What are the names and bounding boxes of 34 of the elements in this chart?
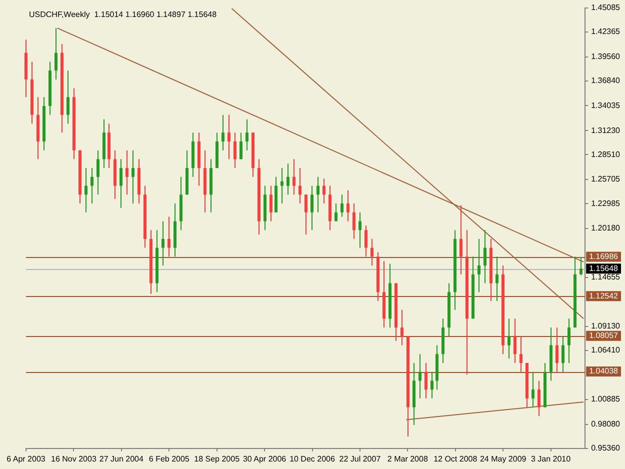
x-tick-label: 2 Mar 2008 [387,454,428,464]
x-tick-label: 22 Jul 2007 [339,454,382,464]
y-tick-label: 1.28510 [591,150,621,159]
y-tick-label: 1.20180 [591,224,621,233]
y-tick-label: 1.06410 [591,346,621,355]
y-tick-label: 1.31230 [591,126,621,135]
x-tick-label: 6 Apr 2003 [6,454,46,464]
y-tick-label: 1.22985 [591,198,621,208]
x-tick-label: 12 Oct 2008 [434,454,478,464]
y-tick-label: 1.14655 [591,272,621,282]
ref-line-label: 1.16986 [589,252,619,261]
x-tick-label: 27 Jun 2004 [99,454,144,464]
x-tick-label: 18 Sep 2005 [194,454,240,464]
ref-line-label: 1.15648 [589,264,619,273]
y-tick-label: 0.95360 [591,444,621,453]
y-tick-label: 1.36840 [591,76,621,86]
y-tick-label: 1.25705 [591,174,621,184]
ref-line-label: 1.12542 [589,291,619,300]
x-tick-label: 6 Feb 2005 [148,454,190,464]
x-tick-label: 30 Apr 2006 [242,454,287,464]
y-tick-label: 0.98080 [591,420,621,428]
chart-title: USDCHF,Weekly 1.15014 1.16960 1.14897 1.15648 [29,10,218,20]
y-tick-label: 1.39560 [591,52,621,61]
y-tick-label: 1.34035 [591,100,621,110]
y-tick-label: 1.45085 [591,3,621,12]
x-tick-label: 16 Nov 2003 [51,454,97,464]
y-tick-label: 1.42365 [591,27,621,36]
ref-line-label: 1.04038 [589,366,619,376]
y-tick-label: 1.09130 [591,322,621,331]
y-tick-label: 1.00885 [591,394,621,404]
ref-line-label: 1.08057 [589,331,619,340]
x-tick-label: 3 Jan 2010 [530,454,572,464]
x-tick-label: 24 May 2009 [480,454,527,464]
x-tick-label: 10 Dec 2006 [290,454,336,464]
